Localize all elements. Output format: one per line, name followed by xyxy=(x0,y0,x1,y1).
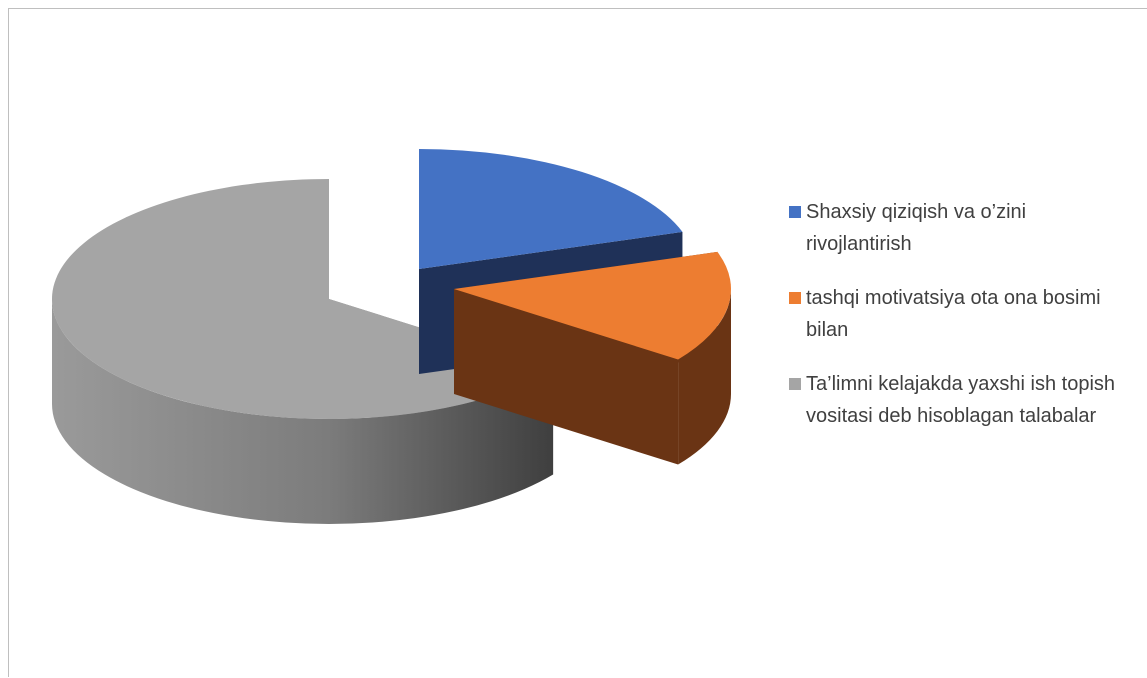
chart-area: Shaxsiy qiziqish va o’zini rivojlantiris… xyxy=(8,8,1147,677)
legend-item-future-job: Ta’limni kelajakda yaxshi ish topish vos… xyxy=(789,368,1129,432)
legend-swatch-orange xyxy=(789,292,801,304)
legend-item-personal-interest: Shaxsiy qiziqish va o’zini rivojlantiris… xyxy=(789,196,1129,260)
pie-slice-orange-wall-1 xyxy=(454,289,679,465)
pie-slice-orange xyxy=(454,251,731,360)
legend: Shaxsiy qiziqish va o’zini rivojlantiris… xyxy=(789,196,1129,454)
legend-label: Ta’limni kelajakda yaxshi ish topish vos… xyxy=(806,373,1116,427)
pie-slice-orange-side xyxy=(678,289,731,465)
pie-slice-blue xyxy=(419,149,683,269)
legend-swatch-blue xyxy=(789,206,801,218)
legend-swatch-grey xyxy=(789,378,801,390)
legend-item-external-motivation: tashqi motivatsiya ota ona bosimi bilan xyxy=(789,282,1129,346)
pie-chart xyxy=(52,149,731,524)
pie-slice-grey-side xyxy=(52,299,554,524)
legend-label: tashqi motivatsiya ota ona bosimi bilan xyxy=(806,287,1101,341)
legend-label: Shaxsiy qiziqish va o’zini rivojlantiris… xyxy=(806,201,1027,255)
